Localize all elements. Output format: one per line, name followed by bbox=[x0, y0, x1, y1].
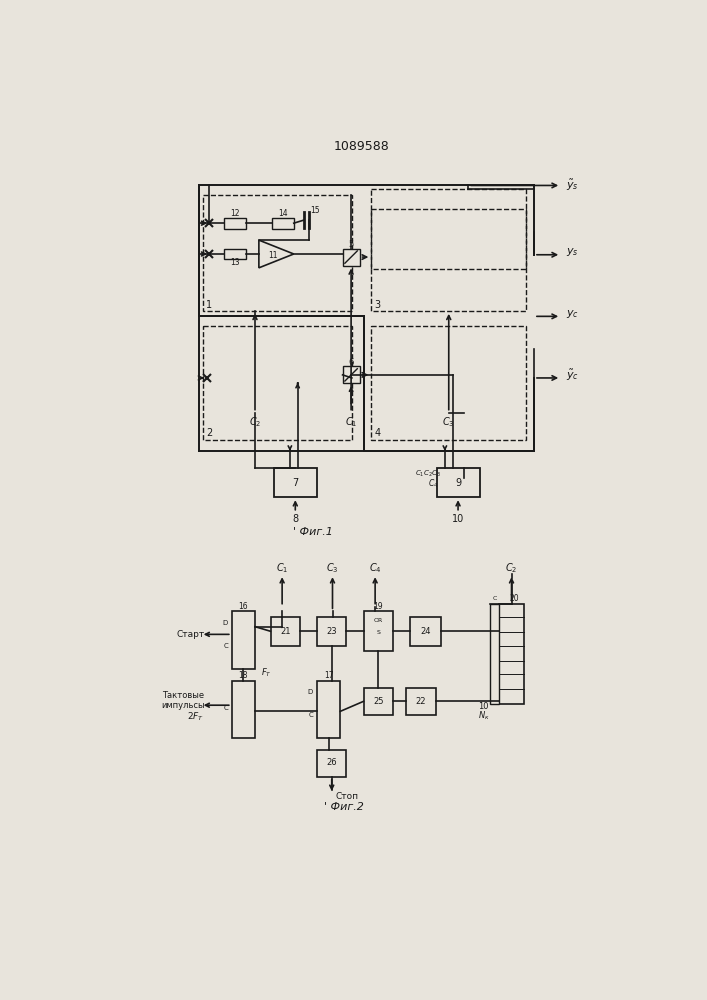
Text: ' Фиг.2: ' Фиг.2 bbox=[325, 802, 364, 812]
Text: 20: 20 bbox=[509, 594, 519, 603]
Text: импульсы: импульсы bbox=[161, 701, 204, 710]
Bar bbox=[499, 604, 524, 704]
Text: 10: 10 bbox=[479, 702, 489, 711]
Text: $C_3$: $C_3$ bbox=[326, 561, 339, 575]
Text: 21: 21 bbox=[280, 627, 291, 636]
Bar bbox=[317, 681, 340, 738]
Text: C: C bbox=[308, 712, 313, 718]
Text: Старт: Старт bbox=[176, 630, 204, 639]
Bar bbox=[406, 688, 436, 715]
Bar bbox=[371, 209, 526, 311]
Text: 14: 14 bbox=[278, 209, 288, 218]
Text: 11: 11 bbox=[268, 251, 278, 260]
Text: 17: 17 bbox=[324, 671, 334, 680]
Text: $N_\kappa$: $N_\kappa$ bbox=[478, 710, 489, 722]
Text: 16: 16 bbox=[238, 602, 248, 611]
Text: 18: 18 bbox=[239, 671, 248, 680]
Bar bbox=[203, 326, 352, 440]
Bar bbox=[224, 218, 246, 229]
Bar bbox=[271, 617, 300, 646]
Text: C: C bbox=[223, 643, 228, 649]
Text: $\tilde{y}_s$: $\tilde{y}_s$ bbox=[566, 178, 579, 193]
Text: $F_T$: $F_T$ bbox=[261, 667, 272, 679]
Text: 3: 3 bbox=[375, 300, 380, 310]
Text: $C_1C_2C_3$: $C_1C_2C_3$ bbox=[415, 469, 441, 479]
Bar bbox=[317, 750, 346, 777]
Text: 10: 10 bbox=[452, 514, 464, 524]
Bar bbox=[371, 326, 526, 440]
Text: C: C bbox=[223, 705, 228, 711]
Text: $C_1$: $C_1$ bbox=[276, 561, 288, 575]
Text: 25: 25 bbox=[373, 697, 383, 706]
Text: 19: 19 bbox=[373, 602, 383, 611]
Text: 24: 24 bbox=[420, 627, 431, 636]
Text: 26: 26 bbox=[327, 758, 337, 767]
Text: 15: 15 bbox=[310, 206, 320, 215]
Bar bbox=[224, 249, 246, 259]
Text: ' Фиг.1: ' Фиг.1 bbox=[293, 527, 333, 537]
Text: 6: 6 bbox=[349, 358, 354, 367]
Text: C: C bbox=[492, 596, 496, 601]
Text: $\tilde{y}_c$: $\tilde{y}_c$ bbox=[566, 368, 579, 383]
Bar bbox=[317, 617, 346, 646]
Text: $y_s$: $y_s$ bbox=[566, 246, 579, 258]
Bar bbox=[371, 189, 526, 269]
Text: $y_c$: $y_c$ bbox=[566, 308, 579, 320]
Text: 22: 22 bbox=[416, 697, 426, 706]
Text: $C_1$: $C_1$ bbox=[345, 415, 357, 429]
Text: Тактовые: Тактовые bbox=[163, 691, 204, 700]
Text: S: S bbox=[376, 630, 380, 635]
Text: 5: 5 bbox=[349, 240, 354, 249]
Bar bbox=[274, 468, 317, 497]
Bar bbox=[343, 366, 360, 383]
Text: $2F_T$: $2F_T$ bbox=[187, 710, 204, 723]
Bar bbox=[410, 617, 441, 646]
Text: $C_4$: $C_4$ bbox=[428, 477, 438, 490]
Text: 1089588: 1089588 bbox=[334, 140, 390, 153]
Text: 1: 1 bbox=[206, 300, 212, 310]
Bar bbox=[203, 195, 352, 311]
Text: 8: 8 bbox=[292, 514, 298, 524]
Bar bbox=[363, 611, 393, 651]
Bar bbox=[437, 468, 480, 497]
Text: 4: 4 bbox=[375, 428, 380, 438]
Bar bbox=[232, 611, 255, 669]
Bar bbox=[363, 688, 393, 715]
Bar bbox=[343, 249, 360, 266]
Text: 7: 7 bbox=[292, 478, 298, 488]
Text: Стоп: Стоп bbox=[336, 792, 358, 801]
Text: 13: 13 bbox=[230, 258, 240, 267]
Text: D: D bbox=[223, 620, 228, 626]
Text: 12: 12 bbox=[230, 209, 240, 218]
Text: 2: 2 bbox=[206, 428, 212, 438]
Text: D: D bbox=[308, 689, 313, 695]
Bar bbox=[490, 604, 499, 704]
Text: $C_2$: $C_2$ bbox=[249, 415, 261, 429]
Text: OR: OR bbox=[373, 618, 383, 623]
Bar bbox=[272, 218, 293, 229]
Text: 23: 23 bbox=[327, 627, 337, 636]
Text: $C_2$: $C_2$ bbox=[506, 561, 518, 575]
Text: 9: 9 bbox=[455, 478, 461, 488]
Text: $C_4$: $C_4$ bbox=[369, 561, 382, 575]
Text: $C_3$: $C_3$ bbox=[443, 415, 455, 429]
Bar bbox=[232, 681, 255, 738]
